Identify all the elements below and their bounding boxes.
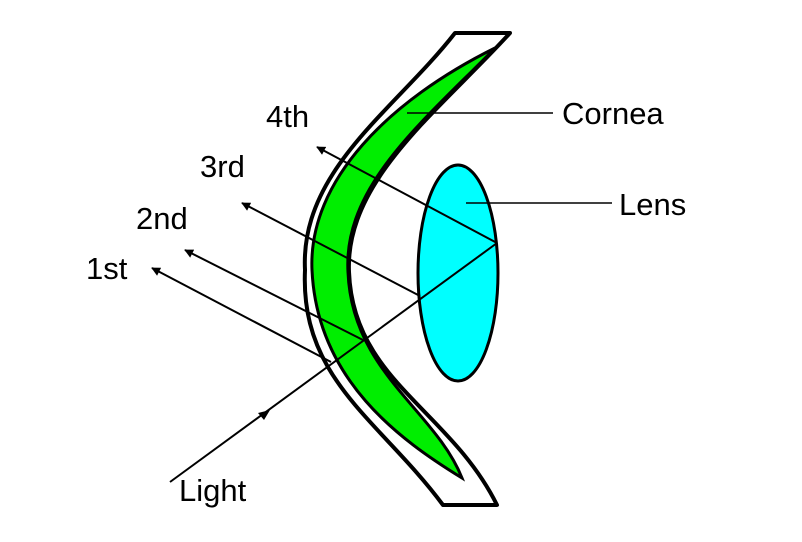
light-ray-arrow <box>258 410 270 420</box>
cornea-outline <box>302 31 512 507</box>
label-light: Light <box>179 473 247 508</box>
reflection-ray-3rd <box>241 202 421 297</box>
lens-shape <box>416 163 500 383</box>
label-3rd: 3rd <box>200 149 245 184</box>
reflection-ray-1st <box>151 267 332 363</box>
reflection-ray-4th <box>316 146 498 244</box>
light-ray <box>169 242 498 483</box>
cornea-shape <box>310 46 497 482</box>
label-lens: Lens <box>619 187 686 222</box>
label-1st: 1st <box>86 251 128 286</box>
reflection-ray-2nd <box>184 249 364 341</box>
label-2nd: 2nd <box>136 201 188 236</box>
label-4th: 4th <box>266 99 309 134</box>
label-cornea: Cornea <box>562 96 664 131</box>
